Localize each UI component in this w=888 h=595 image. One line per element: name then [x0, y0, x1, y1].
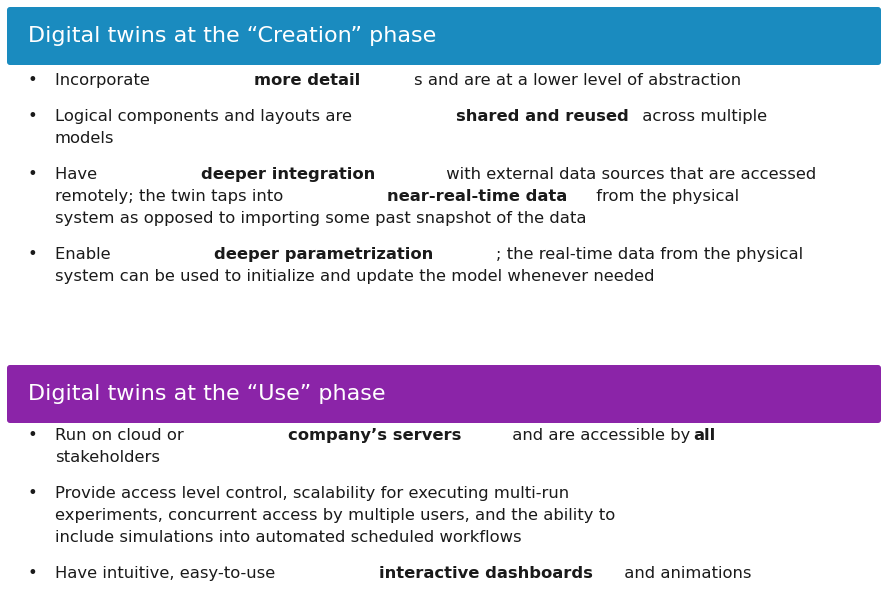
Text: models: models — [55, 131, 115, 146]
Text: Digital twins at the “Use” phase: Digital twins at the “Use” phase — [28, 384, 385, 404]
Text: deeper integration: deeper integration — [201, 167, 376, 183]
Text: include simulations into automated scheduled workflows: include simulations into automated sched… — [55, 530, 521, 546]
Text: ; the real-time data from the physical: ; the real-time data from the physical — [496, 248, 804, 262]
Text: with external data sources that are accessed: with external data sources that are acce… — [441, 167, 816, 183]
Text: Have intuitive, easy-to-use: Have intuitive, easy-to-use — [55, 566, 281, 581]
Text: •: • — [28, 109, 38, 124]
Text: •: • — [28, 248, 38, 262]
Text: all: all — [693, 428, 715, 443]
Text: remotely; the twin taps into: remotely; the twin taps into — [55, 189, 289, 205]
FancyBboxPatch shape — [7, 365, 881, 423]
Text: •: • — [28, 486, 38, 502]
Text: Run on cloud or: Run on cloud or — [55, 428, 189, 443]
Text: Logical components and layouts are: Logical components and layouts are — [55, 109, 357, 124]
Text: more detail: more detail — [254, 73, 360, 89]
Text: near-real-time data: near-real-time data — [387, 189, 567, 205]
Text: Digital twins at the “Creation” phase: Digital twins at the “Creation” phase — [28, 26, 436, 46]
Text: •: • — [28, 73, 38, 89]
Text: s and are at a lower level of abstraction: s and are at a lower level of abstractio… — [414, 73, 741, 89]
Text: experiments, concurrent access by multiple users, and the ability to: experiments, concurrent access by multip… — [55, 508, 615, 524]
Text: from the physical: from the physical — [591, 189, 740, 205]
Text: and are accessible by: and are accessible by — [507, 428, 696, 443]
Text: and animations: and animations — [619, 566, 751, 581]
Text: Provide access level control, scalability for executing multi-run: Provide access level control, scalabilit… — [55, 486, 569, 502]
Text: interactive dashboards: interactive dashboards — [379, 566, 593, 581]
Text: company’s servers: company’s servers — [288, 428, 461, 443]
Text: •: • — [28, 167, 38, 183]
Text: system can be used to initialize and update the model whenever needed: system can be used to initialize and upd… — [55, 270, 654, 284]
Text: deeper parametrization: deeper parametrization — [215, 248, 433, 262]
Text: Enable: Enable — [55, 248, 115, 262]
Text: stakeholders: stakeholders — [55, 450, 160, 465]
Text: •: • — [28, 428, 38, 443]
Text: system as opposed to importing some past snapshot of the data: system as opposed to importing some past… — [55, 211, 586, 227]
Text: Incorporate: Incorporate — [55, 73, 155, 89]
FancyBboxPatch shape — [7, 7, 881, 65]
Text: shared and reused: shared and reused — [456, 109, 629, 124]
Text: across multiple: across multiple — [637, 109, 767, 124]
Text: •: • — [28, 566, 38, 581]
Text: Have: Have — [55, 167, 102, 183]
